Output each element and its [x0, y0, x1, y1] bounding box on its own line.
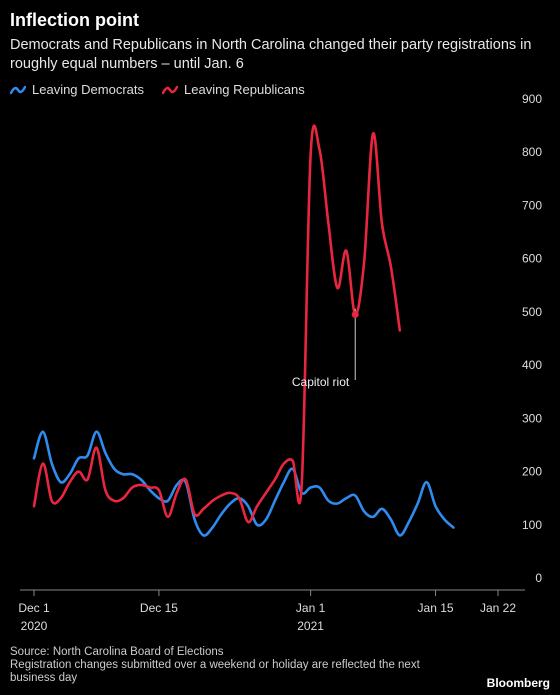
legend-label-republicans: Leaving Republicans [184, 82, 305, 97]
chart-title: Inflection point [10, 10, 139, 30]
y-tick-label: 0 [535, 571, 542, 585]
chart-footer: Source: North Carolina Board of Election… [10, 646, 450, 685]
annotation-marker [351, 311, 359, 319]
y-tick-label: 600 [522, 252, 542, 266]
y-tick-label: 700 [522, 198, 542, 212]
annotation-label: Capitol riot [292, 375, 350, 389]
legend: Leaving Democrats Leaving Republicans [10, 82, 305, 97]
x-tick-label: Jan 22 [480, 601, 516, 615]
series-line-democrats [32, 430, 455, 537]
y-tick-label: 200 [522, 465, 542, 479]
legend-item-democrats: Leaving Democrats [10, 82, 144, 97]
legend-label-democrats: Leaving Democrats [32, 82, 144, 97]
y-tick-label: 100 [522, 518, 542, 532]
footnote: Registration changes submitted over a we… [10, 659, 420, 684]
x-tick-sublabel: 2020 [21, 619, 48, 633]
chart-subtitle: Democrats and Republicans in North Carol… [10, 37, 532, 72]
x-tick-label: Jan 1 [296, 601, 326, 615]
source-note: Source: North Carolina Board of Election… [10, 646, 224, 658]
brand-logo: Bloomberg [486, 676, 550, 690]
y-tick-label: 300 [522, 411, 542, 425]
legend-item-republicans: Leaving Republicans [162, 82, 305, 97]
x-tick-sublabel: 2021 [297, 619, 324, 633]
y-tick-label: 800 [522, 145, 542, 159]
x-tick-label: Dec 1 [18, 601, 50, 615]
y-tick-label: 900 [522, 92, 542, 106]
y-tick-label: 500 [522, 305, 542, 319]
x-tick-label: Jan 15 [418, 601, 454, 615]
series-line-republicans [32, 124, 402, 524]
legend-swatch-democrats [10, 85, 26, 94]
x-tick-label: Dec 15 [140, 601, 178, 615]
y-tick-label: 400 [522, 358, 542, 372]
legend-swatch-republicans [162, 85, 178, 94]
